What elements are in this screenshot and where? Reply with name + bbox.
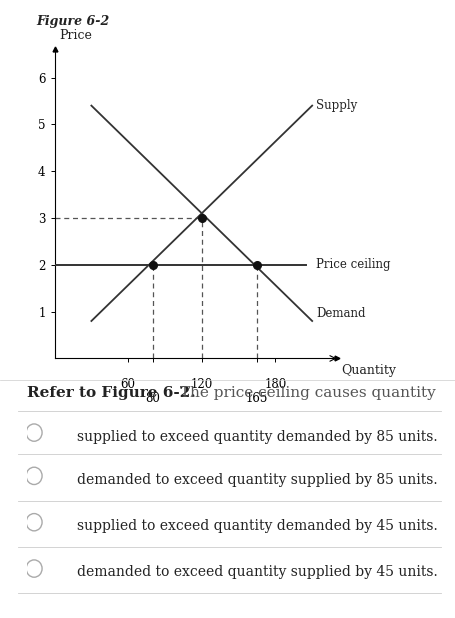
Text: demanded to exceed quantity supplied by 85 units.: demanded to exceed quantity supplied by … (77, 473, 438, 487)
Text: 180: 180 (264, 378, 287, 391)
Text: Refer to Figure 6-2.: Refer to Figure 6-2. (27, 386, 196, 400)
Text: Quantity: Quantity (342, 363, 397, 376)
Text: 165: 165 (246, 392, 268, 405)
Text: 120: 120 (191, 378, 213, 391)
Text: 60: 60 (121, 378, 136, 391)
Text: The price ceiling causes quantity: The price ceiling causes quantity (175, 386, 436, 400)
Text: Figure 6-2: Figure 6-2 (36, 15, 110, 28)
Text: Price ceiling: Price ceiling (316, 258, 390, 271)
Text: supplied to exceed quantity demanded by 45 units.: supplied to exceed quantity demanded by … (77, 519, 438, 533)
Text: supplied to exceed quantity demanded by 85 units.: supplied to exceed quantity demanded by … (77, 430, 438, 444)
Text: demanded to exceed quantity supplied by 45 units.: demanded to exceed quantity supplied by … (77, 565, 438, 580)
Text: Price: Price (60, 30, 92, 43)
Text: 80: 80 (145, 392, 160, 405)
Text: Supply: Supply (316, 99, 357, 112)
Text: Demand: Demand (316, 307, 365, 320)
